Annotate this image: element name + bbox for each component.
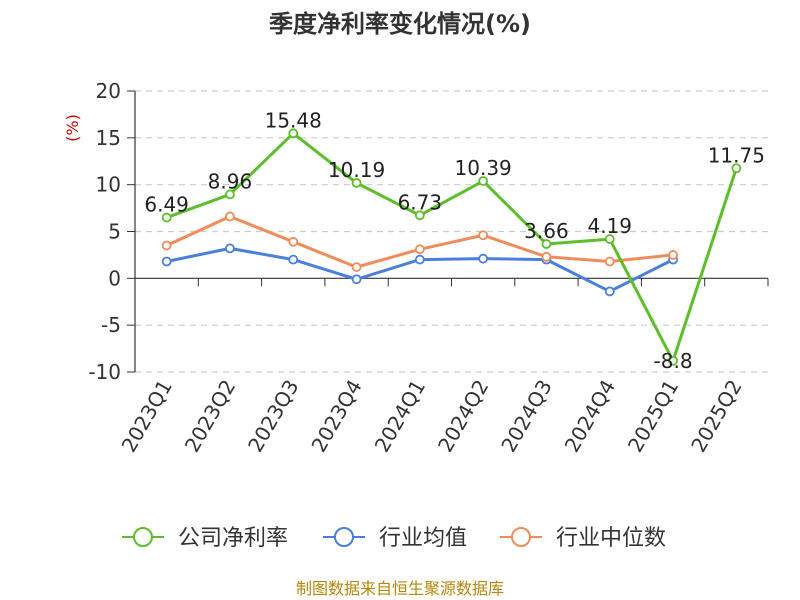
source-note: 制图数据来自恒生聚源数据库 — [296, 579, 504, 598]
data-point[interactable] — [288, 254, 299, 265]
y-axis-unit: (%) — [63, 114, 82, 142]
data-label: 6.73 — [398, 190, 443, 214]
x-tick-label: 2025Q1 — [623, 376, 683, 457]
legend[interactable]: 公司净利率 行业均值 行业中位数 — [122, 526, 666, 551]
data-point[interactable] — [414, 244, 425, 255]
data-point[interactable] — [161, 212, 172, 223]
data-label: 15.48 — [265, 108, 322, 132]
data-point[interactable] — [668, 355, 678, 366]
data-point[interactable] — [478, 176, 489, 186]
data-point[interactable] — [225, 211, 235, 222]
x-tick-label: 2024Q4 — [560, 376, 620, 457]
data-point[interactable] — [414, 254, 425, 265]
legend-marker — [133, 527, 153, 547]
chart-title: 季度净利率变化情况(%) — [269, 10, 531, 38]
y-tick-label: 0 — [108, 266, 121, 290]
series-layer — [161, 128, 742, 366]
x-tick-label: 2024Q3 — [496, 376, 556, 457]
x-tick-label: 2023Q3 — [243, 376, 303, 457]
legend-label: 公司净利率 — [178, 526, 288, 551]
data-point[interactable] — [668, 250, 678, 260]
data-label: 4.19 — [587, 214, 632, 238]
data-label: 11.75 — [708, 143, 765, 167]
data-point[interactable] — [604, 286, 615, 297]
legend-label: 行业中位数 — [556, 526, 666, 551]
x-tick-label: 2023Q4 — [306, 376, 366, 457]
data-point[interactable] — [288, 128, 299, 139]
data-point[interactable] — [225, 189, 235, 200]
x-tick-label: 2023Q1 — [117, 376, 177, 457]
data-point[interactable] — [351, 262, 362, 272]
y-tick-label: -5 — [101, 313, 121, 337]
data-label: 6.49 — [144, 193, 189, 217]
series-line-0 — [166, 131, 738, 363]
y-tick-label: 10 — [96, 173, 121, 197]
data-label: 10.19 — [328, 158, 385, 182]
x-tick-label: 2023Q2 — [180, 376, 240, 457]
x-tick-label: 2024Q2 — [433, 376, 493, 457]
data-point[interactable] — [478, 253, 489, 264]
data-point[interactable] — [604, 234, 615, 244]
y-tick-label: -10 — [88, 360, 121, 384]
legend-item-1[interactable]: 行业均值 — [323, 526, 467, 551]
data-label: 8.96 — [208, 169, 253, 193]
data-point[interactable] — [541, 251, 552, 262]
data-point[interactable] — [161, 256, 172, 267]
legend-item-2[interactable]: 行业中位数 — [500, 526, 666, 551]
data-point[interactable] — [731, 163, 742, 174]
data-point[interactable] — [478, 230, 489, 241]
x-tick-label: 2024Q1 — [370, 376, 430, 457]
data-point[interactable] — [604, 256, 615, 267]
legend-item-0[interactable]: 公司净利率 — [122, 526, 288, 551]
x-tick-label: 2025Q2 — [686, 376, 746, 457]
data-label: 3.66 — [524, 219, 569, 243]
grid-lines — [135, 90, 768, 373]
data-label: 10.39 — [455, 156, 512, 180]
legend-marker — [334, 527, 354, 547]
legend-label: 行业均值 — [379, 526, 467, 551]
data-point[interactable] — [288, 236, 299, 247]
data-point[interactable] — [414, 210, 425, 221]
y-tick-label: 5 — [108, 220, 121, 244]
data-label: -8.8 — [654, 349, 693, 373]
data-point[interactable] — [541, 239, 552, 249]
data-labels: 6.49 8.96 15.48 10.19 6.73 10.39 3.66 4.19 -8.8 1… — [144, 108, 765, 372]
data-point[interactable] — [351, 177, 362, 188]
data-point[interactable] — [225, 243, 235, 254]
y-tick-label: 15 — [96, 126, 121, 150]
data-point[interactable] — [161, 240, 172, 251]
y-tick-label: 20 — [96, 79, 121, 103]
data-point[interactable] — [351, 274, 362, 285]
legend-marker — [511, 527, 531, 547]
